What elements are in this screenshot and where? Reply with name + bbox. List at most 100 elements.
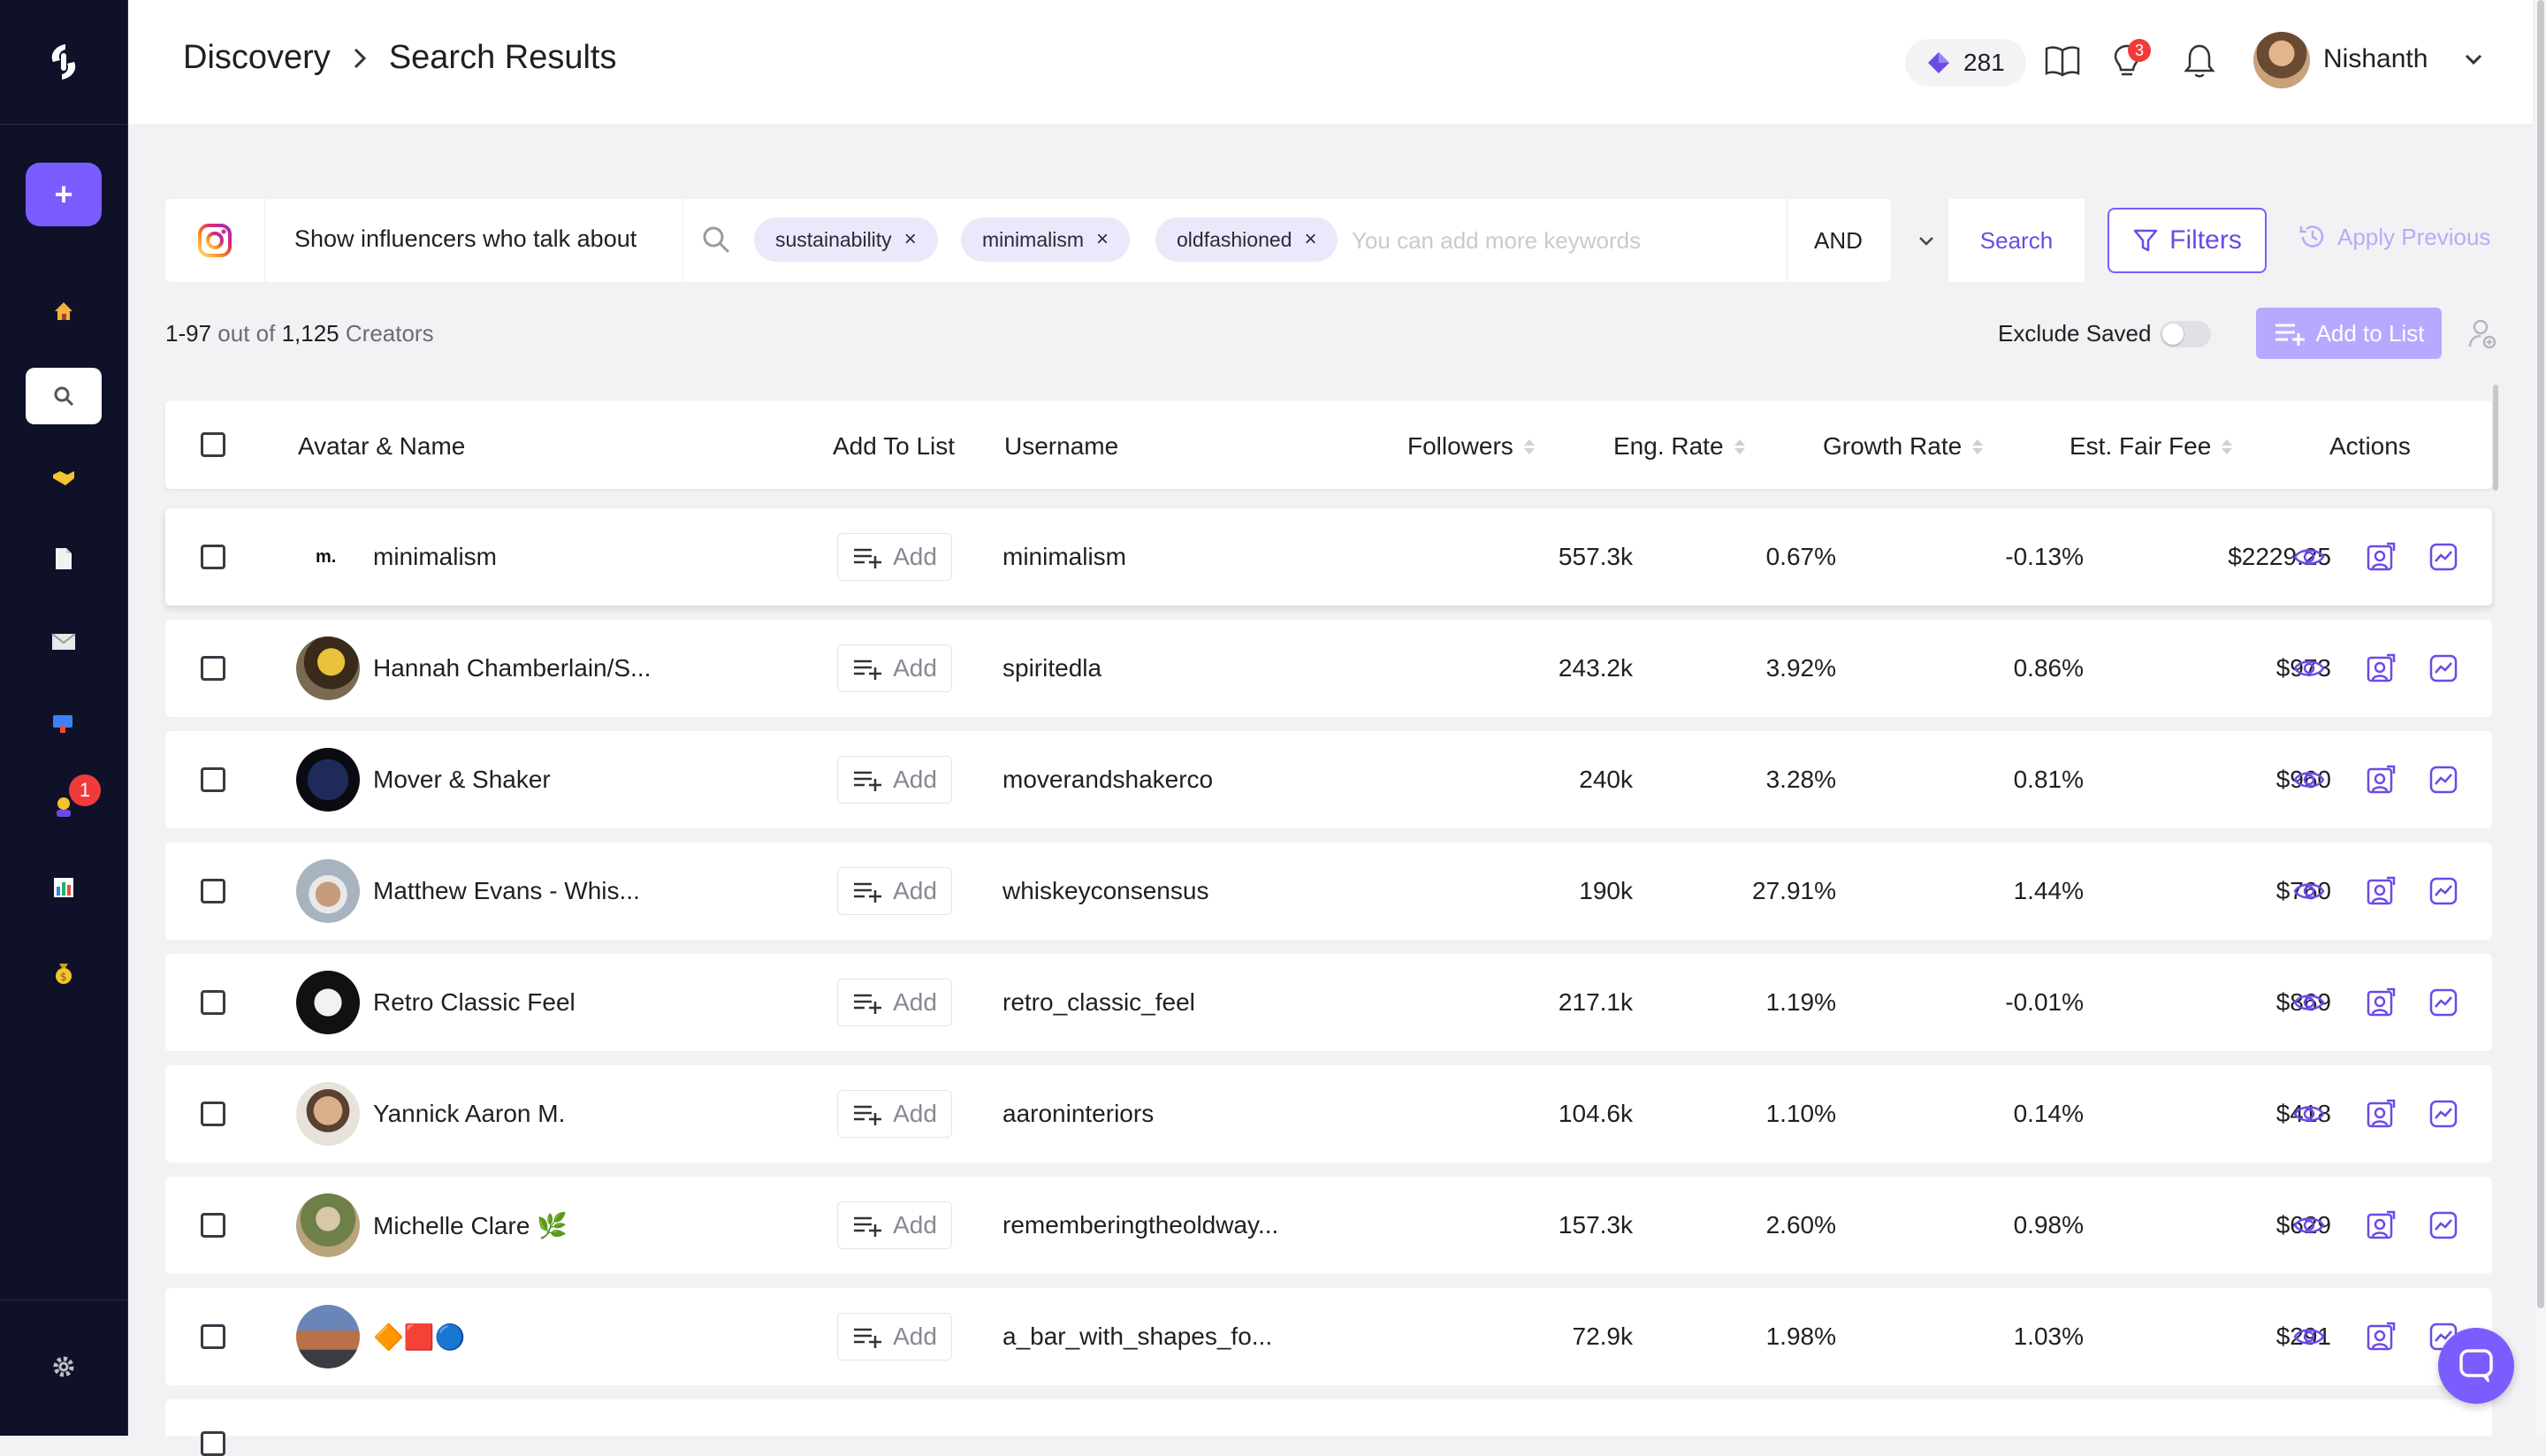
add-to-list-chip[interactable]: Add <box>837 979 952 1026</box>
user-name[interactable]: Nishanth <box>2323 44 2428 73</box>
creator-name[interactable]: Michelle Clare 🌿 <box>373 1211 568 1239</box>
sidebar-item-influencers[interactable] <box>26 778 102 835</box>
sidebar-item-mail[interactable] <box>26 614 102 670</box>
credits-counter[interactable]: 281 <box>1905 39 2026 87</box>
search-button[interactable]: Search <box>1948 199 2085 282</box>
contact-button[interactable] <box>2364 1320 2397 1353</box>
table-scrollbar[interactable] <box>2493 385 2498 491</box>
row-checkbox[interactable] <box>201 767 225 792</box>
operator-select[interactable]: AND <box>1787 199 1946 282</box>
creator-name[interactable]: minimalism <box>373 543 497 570</box>
sort-icon[interactable] <box>1523 438 1535 454</box>
add-creator-button[interactable] <box>2468 318 2496 354</box>
chat-button[interactable] <box>2438 1328 2514 1404</box>
guide-button[interactable] <box>2042 41 2083 81</box>
keyword-chip[interactable]: sustainability × <box>754 217 938 262</box>
sort-icon[interactable] <box>1972 438 1984 454</box>
contact-button[interactable] <box>2364 874 2397 908</box>
contact-button[interactable] <box>2364 1208 2397 1242</box>
contact-button[interactable] <box>2364 652 2397 685</box>
view-profile-button[interactable] <box>2292 652 2326 685</box>
row-checkbox[interactable] <box>201 1102 225 1126</box>
sort-icon[interactable] <box>1734 438 1745 454</box>
sidebar-item-search[interactable] <box>26 368 102 424</box>
add-to-list-chip[interactable]: Add <box>837 756 952 804</box>
table-row[interactable]: Yannick Aaron M. Add aaroninteriors 104.… <box>165 1065 2492 1163</box>
create-button[interactable]: + <box>26 163 102 226</box>
add-to-list-chip[interactable]: Add <box>837 1090 952 1138</box>
remove-keyword-icon[interactable]: × <box>1096 227 1109 251</box>
user-menu-toggle[interactable] <box>2462 48 2485 75</box>
contact-button[interactable] <box>2364 763 2397 797</box>
row-checkbox[interactable] <box>201 545 225 569</box>
row-checkbox[interactable] <box>201 1213 225 1238</box>
table-row[interactable]: Michelle Clare 🌿 Add rememberingtheoldwa… <box>165 1177 2492 1274</box>
user-avatar[interactable] <box>2253 32 2310 88</box>
creator-name[interactable]: 🔶🟥🔵 <box>373 1323 466 1351</box>
table-row[interactable] <box>165 1399 2492 1456</box>
creator-name[interactable]: Mover & Shaker <box>373 766 551 793</box>
avatar[interactable] <box>296 748 360 812</box>
analytics-button[interactable] <box>2427 1208 2460 1242</box>
table-row[interactable]: Retro Classic Feel Add retro_classic_fee… <box>165 954 2492 1051</box>
table-row[interactable]: Matthew Evans - Whis... Add whiskeyconse… <box>165 842 2492 940</box>
analytics-button[interactable] <box>2427 874 2460 908</box>
remove-keyword-icon[interactable]: × <box>903 227 917 251</box>
table-row[interactable]: m. minimalism Add minimalism 557.3k 0.67… <box>165 508 2492 606</box>
select-all-checkbox[interactable] <box>201 432 225 457</box>
sidebar-item-analytics[interactable] <box>26 859 102 916</box>
table-row[interactable]: Hannah Chamberlain/S... Add spiritedla 2… <box>165 620 2492 717</box>
keyword-chip[interactable]: minimalism × <box>961 217 1131 262</box>
notifications-button[interactable] <box>2179 41 2220 81</box>
view-profile-button[interactable] <box>2292 1097 2326 1131</box>
row-checkbox[interactable] <box>201 1324 225 1349</box>
platform-selector[interactable] <box>165 199 265 282</box>
exclude-saved-toggle[interactable] <box>2160 320 2212 347</box>
view-profile-button[interactable] <box>2292 874 2326 908</box>
app-logo[interactable] <box>0 0 127 125</box>
avatar[interactable] <box>296 637 360 700</box>
add-to-list-button[interactable]: Add to List <box>2256 308 2442 359</box>
analytics-button[interactable] <box>2427 763 2460 797</box>
keyword-input[interactable] <box>1350 217 1760 264</box>
column-fair-fee[interactable]: Est. Fair Fee <box>2070 432 2233 461</box>
sort-icon[interactable] <box>2222 438 2233 454</box>
sidebar-item-campaigns[interactable] <box>26 695 102 751</box>
sidebar-item-documents[interactable] <box>26 530 102 587</box>
column-growth-rate[interactable]: Growth Rate <box>1823 432 1984 461</box>
creator-name[interactable]: Yannick Aaron M. <box>373 1100 566 1127</box>
contact-button[interactable] <box>2364 1097 2397 1131</box>
add-to-list-chip[interactable]: Add <box>837 533 952 581</box>
view-profile-button[interactable] <box>2292 1320 2326 1353</box>
table-row[interactable]: 🔶🟥🔵 Add a_bar_with_shapes_fo... 72.9k 1.… <box>165 1288 2492 1385</box>
creator-name[interactable]: Hannah Chamberlain/S... <box>373 654 652 682</box>
view-profile-button[interactable] <box>2292 1208 2326 1242</box>
sidebar-item-payments[interactable]: $ <box>26 944 102 1001</box>
page-scrollbar[interactable] <box>2535 0 2546 1436</box>
sidebar-item-collaborations[interactable] <box>26 449 102 506</box>
keyword-chip[interactable]: oldfashioned × <box>1155 217 1338 262</box>
filters-button[interactable]: Filters <box>2108 208 2267 273</box>
view-profile-button[interactable] <box>2292 763 2326 797</box>
scrollbar-thumb[interactable] <box>2537 0 2544 1308</box>
add-to-list-chip[interactable]: Add <box>837 644 952 692</box>
contact-button[interactable] <box>2364 986 2397 1019</box>
view-profile-button[interactable] <box>2292 540 2326 574</box>
creator-name[interactable]: Matthew Evans - Whis... <box>373 877 640 904</box>
column-followers[interactable]: Followers <box>1407 432 1535 461</box>
row-checkbox[interactable] <box>201 990 225 1015</box>
view-profile-button[interactable] <box>2292 986 2326 1019</box>
analytics-button[interactable] <box>2427 652 2460 685</box>
avatar[interactable] <box>296 859 360 923</box>
add-to-list-chip[interactable]: Add <box>837 1201 952 1249</box>
breadcrumb-discovery[interactable]: Discovery <box>183 39 331 76</box>
add-to-list-chip[interactable]: Add <box>837 1313 952 1361</box>
contact-button[interactable] <box>2364 540 2397 574</box>
row-checkbox[interactable] <box>201 1431 225 1456</box>
row-checkbox[interactable] <box>201 656 225 681</box>
sidebar-item-settings[interactable] <box>26 1338 102 1395</box>
avatar[interactable]: m. <box>296 525 360 589</box>
apply-previous-button[interactable]: Apply Previous <box>2297 221 2490 253</box>
column-eng-rate[interactable]: Eng. Rate <box>1613 432 1745 461</box>
avatar[interactable] <box>296 1305 360 1368</box>
